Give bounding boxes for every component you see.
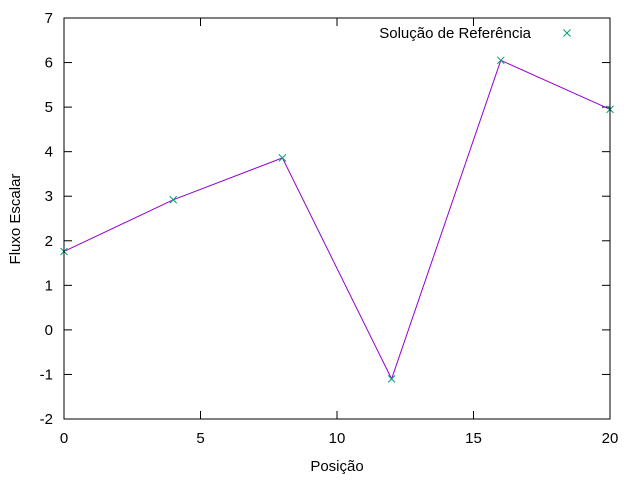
tick-labels: 0 5 10 15 20 -2 -1 0 1 2 3 4 5 6 7 [40, 10, 619, 447]
x-tick-label: 15 [465, 430, 482, 447]
data-point-marker [496, 56, 505, 65]
data-point-marker [387, 375, 396, 383]
series-line [63, 59, 611, 381]
y-tick-label: 5 [45, 99, 53, 116]
x-tick-label: 5 [196, 430, 204, 447]
y-tick-label: -2 [40, 411, 53, 428]
x-axis-label: Posição [310, 458, 363, 475]
series-layer [60, 56, 614, 383]
x-tick-label: 0 [60, 430, 68, 447]
y-tick-label: -1 [40, 366, 53, 383]
data-point-marker [169, 195, 178, 204]
y-tick-label: 1 [45, 277, 53, 294]
legend: Solução de Referência [379, 25, 571, 42]
x-tick-label: 10 [329, 430, 346, 447]
y-tick-label: 0 [45, 322, 53, 339]
data-point-marker [278, 154, 287, 162]
y-tick-label: 6 [45, 55, 53, 72]
axis-ticks [63, 17, 611, 420]
y-tick-label: 7 [45, 10, 53, 27]
plot-border [63, 17, 611, 420]
legend-label: Solução de Referência [379, 25, 531, 42]
y-axis-label: Fluxo Escalar [7, 174, 24, 265]
y-tick-label: 4 [45, 144, 53, 161]
x-tick-label: 20 [602, 430, 619, 447]
legend-x-marker [563, 29, 571, 37]
y-tick-label: 2 [45, 233, 53, 250]
y-tick-label: 3 [45, 188, 53, 205]
legend-marker-icon [563, 29, 571, 37]
